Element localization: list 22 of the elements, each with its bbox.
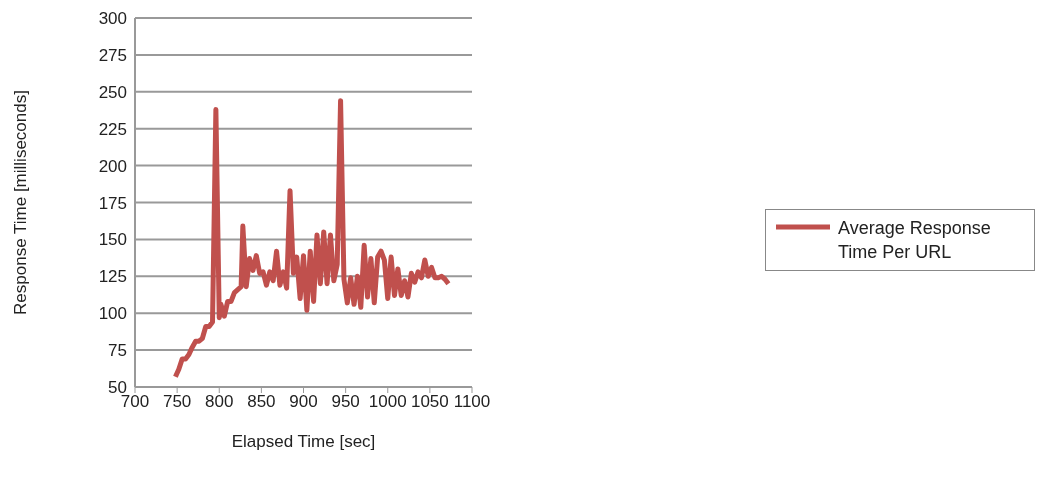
- x-tick-label: 700: [120, 392, 150, 412]
- y-tick-label: 225: [98, 119, 127, 139]
- x-tick-label: 1100: [453, 392, 491, 412]
- x-tick-label: 800: [205, 392, 234, 412]
- y-tick-label: 75: [108, 341, 127, 361]
- x-axis-title: Elapsed Time [sec]: [231, 432, 376, 451]
- x-tick-label: 1000: [368, 392, 407, 412]
- x-tick-label: 750: [162, 392, 192, 412]
- y-tick-label: 300: [98, 9, 127, 29]
- legend-label: Average Response Time Per URL: [838, 217, 992, 264]
- y-tick-label: 200: [98, 156, 127, 176]
- y-tick-label: 250: [98, 82, 127, 102]
- x-tick-label: 900: [289, 392, 318, 412]
- y-tick-label: 175: [98, 193, 127, 213]
- y-tick-label: 125: [98, 267, 127, 287]
- y-tick-label: 150: [98, 230, 127, 250]
- x-tick-label: 850: [247, 392, 276, 412]
- x-tick-label: 950: [331, 392, 360, 412]
- x-tick-label: 1050: [410, 392, 449, 412]
- y-axis-title: Response Time [milliseconds]: [11, 90, 31, 315]
- y-tick-label: 100: [98, 304, 127, 324]
- y-tick-label: 275: [98, 45, 127, 65]
